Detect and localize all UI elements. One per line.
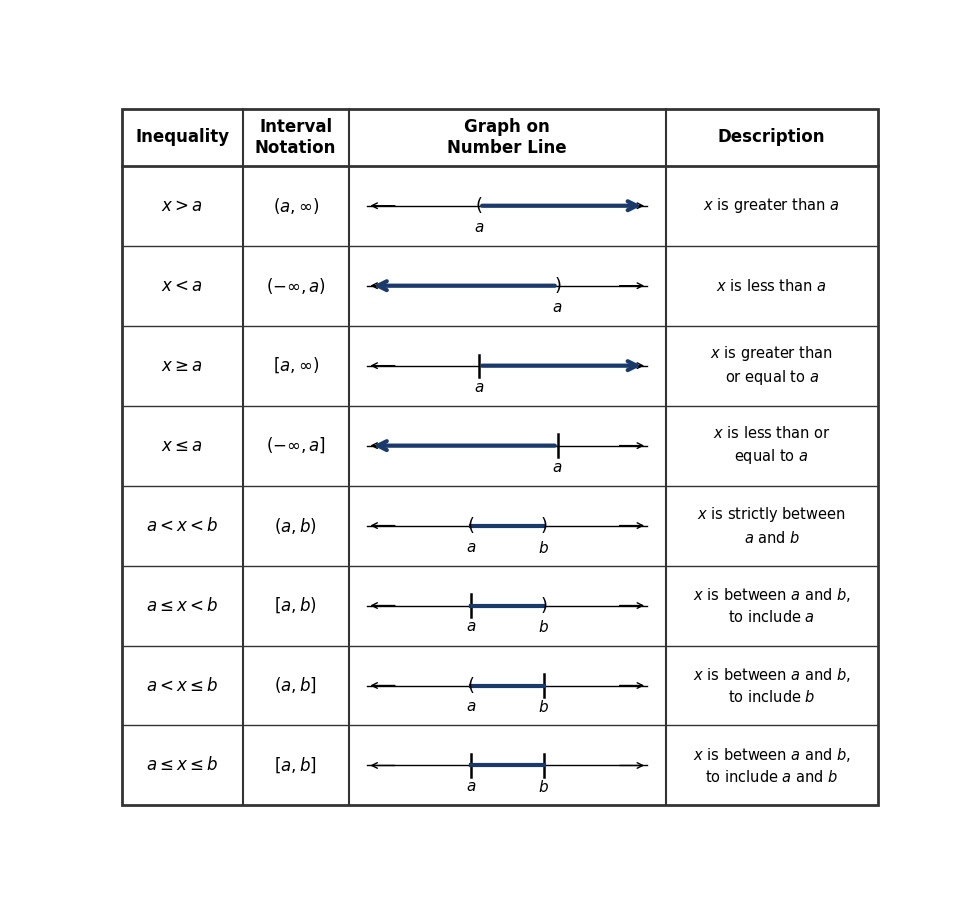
Text: (: (	[467, 517, 475, 535]
Text: $b$: $b$	[538, 620, 549, 635]
Text: Description: Description	[718, 129, 826, 147]
Text: $a$: $a$	[466, 779, 476, 795]
Text: ): )	[554, 277, 561, 295]
Text: $x$ is between $a$ and $b$,
to include $a$: $x$ is between $a$ and $b$, to include $…	[692, 586, 851, 625]
Text: $x \geq a$: $x \geq a$	[162, 357, 203, 375]
Text: $(a, b)$: $(a, b)$	[274, 516, 317, 536]
Text: $(a, b]$: $(a, b]$	[274, 676, 317, 695]
Text: ): )	[540, 517, 547, 535]
Text: Graph on
Number Line: Graph on Number Line	[448, 118, 567, 157]
Text: $x < a$: $x < a$	[162, 277, 203, 295]
Text: $x > a$: $x > a$	[162, 196, 203, 214]
Text: (: (	[467, 677, 475, 694]
Text: $x \leq a$: $x \leq a$	[162, 436, 203, 454]
Text: $a < x < b$: $a < x < b$	[146, 517, 218, 535]
Text: $(-\infty, a)$: $(-\infty, a)$	[265, 276, 326, 296]
Text: $a$: $a$	[553, 460, 563, 474]
Text: $a$: $a$	[466, 539, 476, 555]
Text: $a$: $a$	[474, 379, 485, 395]
Text: $x$ is between $a$ and $b$,
to include $b$: $x$ is between $a$ and $b$, to include $…	[692, 666, 851, 705]
Text: $[a, \infty)$: $[a, \infty)$	[273, 356, 319, 376]
Text: $x$ is less than or
equal to $a$: $x$ is less than or equal to $a$	[713, 425, 831, 466]
Text: $a$: $a$	[474, 220, 485, 234]
Text: $a \leq x < b$: $a \leq x < b$	[146, 596, 218, 614]
Text: $[a, b)$: $[a, b)$	[274, 595, 317, 615]
Text: ): )	[540, 596, 547, 614]
Text: $x$ is between $a$ and $b$,
to include $a$ and $b$: $x$ is between $a$ and $b$, to include $…	[692, 746, 851, 785]
Text: $x$ is less than $a$: $x$ is less than $a$	[717, 278, 827, 294]
Text: $a$: $a$	[466, 620, 476, 634]
Text: $a < x \leq b$: $a < x \leq b$	[146, 677, 218, 694]
Text: $(-\infty, a]$: $(-\infty, a]$	[265, 436, 326, 455]
Text: $x$ is greater than
or equal to $a$: $x$ is greater than or equal to $a$	[711, 344, 833, 387]
Text: $a$: $a$	[553, 300, 563, 315]
Text: (: (	[476, 196, 483, 214]
Text: Inequality: Inequality	[136, 129, 229, 147]
Text: $a$: $a$	[466, 700, 476, 714]
Text: $[a, b]$: $[a, b]$	[274, 756, 317, 776]
Text: $a \leq x \leq b$: $a \leq x \leq b$	[146, 757, 218, 775]
Text: $b$: $b$	[538, 539, 549, 556]
Text: $b$: $b$	[538, 700, 549, 716]
Text: $x$ is strictly between
$a$ and $b$: $x$ is strictly between $a$ and $b$	[697, 506, 846, 546]
Text: $(a, \infty)$: $(a, \infty)$	[273, 195, 319, 215]
Text: $b$: $b$	[538, 779, 549, 795]
Text: Interval
Notation: Interval Notation	[255, 118, 336, 157]
Text: $x$ is greater than $a$: $x$ is greater than $a$	[703, 196, 840, 215]
